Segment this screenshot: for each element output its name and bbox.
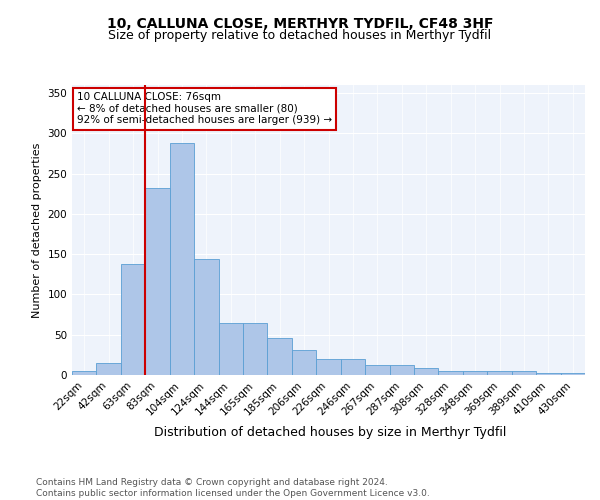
Bar <box>487 371 512 375</box>
Bar <box>316 359 341 375</box>
Bar <box>145 188 170 375</box>
Bar <box>97 363 121 375</box>
Text: Size of property relative to detached houses in Merthyr Tydfil: Size of property relative to detached ho… <box>109 29 491 42</box>
Text: 10 CALLUNA CLOSE: 76sqm
← 8% of detached houses are smaller (80)
92% of semi-det: 10 CALLUNA CLOSE: 76sqm ← 8% of detached… <box>77 92 332 126</box>
Bar <box>536 372 560 375</box>
Bar <box>439 371 463 375</box>
Bar <box>268 338 292 375</box>
Text: Distribution of detached houses by size in Merthyr Tydfil: Distribution of detached houses by size … <box>154 426 506 439</box>
Bar <box>463 371 487 375</box>
Bar <box>121 264 145 375</box>
Bar <box>414 368 439 375</box>
Bar <box>389 366 414 375</box>
Bar <box>72 371 97 375</box>
Text: 10, CALLUNA CLOSE, MERTHYR TYDFIL, CF48 3HF: 10, CALLUNA CLOSE, MERTHYR TYDFIL, CF48 … <box>107 18 493 32</box>
Bar <box>243 322 268 375</box>
Bar <box>292 350 316 375</box>
Bar <box>170 143 194 375</box>
Bar <box>560 374 585 375</box>
Text: Contains HM Land Registry data © Crown copyright and database right 2024.
Contai: Contains HM Land Registry data © Crown c… <box>36 478 430 498</box>
Y-axis label: Number of detached properties: Number of detached properties <box>32 142 42 318</box>
Bar <box>194 259 218 375</box>
Bar <box>218 322 243 375</box>
Bar <box>365 366 389 375</box>
Bar <box>341 359 365 375</box>
Bar <box>512 371 536 375</box>
